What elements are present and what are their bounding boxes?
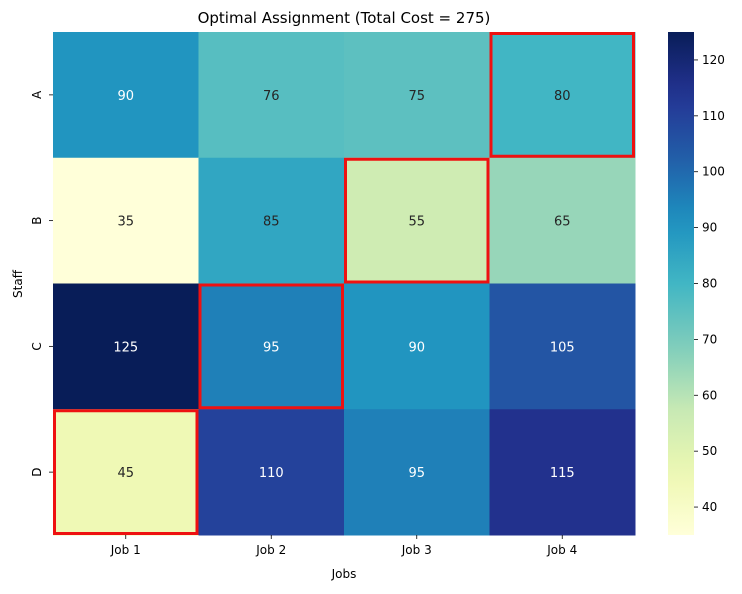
heatmap-cell [344,409,490,536]
chart-title: Optimal Assignment (Total Cost = 275) [198,9,491,27]
y-tick-label: C [30,342,44,350]
colorbar-tick-label: 120 [702,53,725,67]
assignment-highlight [489,32,635,158]
cell-value-label: 35 [117,215,134,230]
assignment-highlight [198,283,344,410]
y-tick-label: A [30,90,44,99]
colorbar-tick-label: 50 [702,444,717,458]
heatmap-cell [53,157,199,284]
cell-value-label: 95 [263,340,280,355]
y-axis-label: Staff [11,269,25,298]
highlight-boxes [53,32,635,535]
heatmap-cell [344,157,490,284]
heatmap-cell [53,32,199,159]
heatmap-cell [198,283,345,410]
x-tick-label: Job 4 [546,543,577,557]
cell-value-label: 105 [550,340,575,355]
heatmap-cell [489,409,636,536]
cell-value-label: 80 [554,89,571,104]
cell-value-label: 95 [408,466,425,481]
cell-value-label: 125 [113,340,138,355]
cell-value-label: 90 [408,340,425,355]
heatmap-cell [198,157,345,284]
colorbar-tick-label: 60 [702,388,717,402]
heatmap-cell [344,32,490,159]
cell-value-label: 76 [263,89,280,104]
cell-value-label: 75 [408,89,425,104]
colorbar-tick-label: 90 [702,221,717,235]
cell-value-label: 55 [408,215,425,230]
colorbar-tick-label: 40 [702,500,717,514]
colorbar-tick-label: 70 [702,332,717,346]
colorbar-tick-label: 100 [702,165,725,179]
assignment-highlight [53,409,199,535]
y-tick-label: D [30,468,44,477]
heatmap-cell [198,409,345,536]
colorbar: 40 50 60 70 80 90 100 110 120 [668,32,725,535]
x-tick-label: Job 2 [255,543,286,557]
y-axis-ticks: A B C D [30,90,53,477]
cell-value-label: 85 [263,215,280,230]
cell-value-label: 115 [550,466,575,481]
cell-value-label: 65 [554,215,571,230]
assignment-highlight [344,157,490,284]
heatmap-cell [489,283,636,410]
colorbar-tick-label: 110 [702,109,725,123]
y-tick-label: B [30,217,44,225]
x-tick-label: Job 1 [110,543,141,557]
heatmap-cell [344,283,490,410]
heatmap-cell [53,283,199,410]
cell-value-label: 110 [259,466,284,481]
heatmap-cells: 90 76 75 80 35 85 55 65 125 95 90 105 45 110 95 115 [53,32,636,536]
colorbar-gradient [668,32,694,535]
heatmap-cell [489,32,636,159]
x-axis-ticks: Job 1 Job 2 Job 3 Job 4 [110,535,577,557]
heatmap-cell [198,32,345,159]
x-axis-label: Jobs [331,567,357,581]
colorbar-tick-label: 80 [702,277,717,291]
x-tick-label: Job 3 [401,543,432,557]
cell-value-label: 90 [117,89,134,104]
heatmap-cell [489,157,636,284]
cell-value-label: 45 [117,466,134,481]
heatmap-cell [53,409,199,536]
